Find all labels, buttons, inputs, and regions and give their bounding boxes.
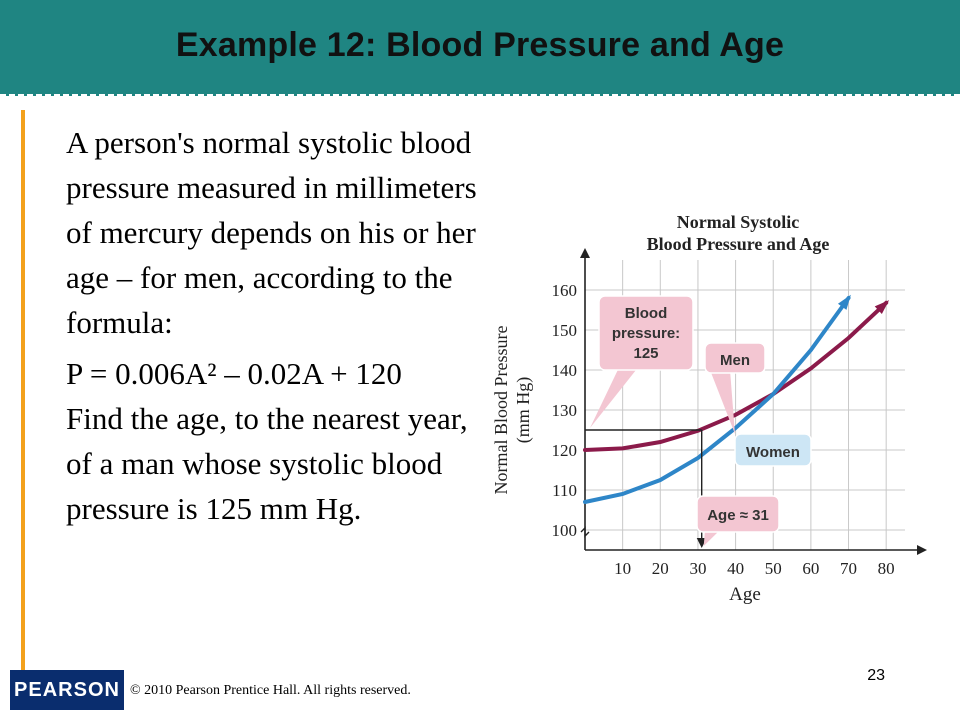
men-callout-box xyxy=(704,342,766,374)
header-divider xyxy=(0,94,960,97)
women-callout-box xyxy=(734,433,812,467)
y-tick-label: 150 xyxy=(552,321,578,340)
axis-break xyxy=(580,526,590,538)
x-tick-label: 10 xyxy=(614,559,631,578)
age-callout-label: Age ≈ 31 xyxy=(707,507,769,524)
x-tick-label: 30 xyxy=(689,559,706,578)
y-tick-label: 120 xyxy=(552,441,578,460)
series-arrow-women xyxy=(837,294,851,310)
question-paragraph: Find the age, to the nearest year, of a … xyxy=(66,401,468,526)
chart-title-line: Normal Systolic xyxy=(677,212,799,232)
bp-callout-value: 125 xyxy=(633,345,658,362)
bp-callout-pointer xyxy=(590,355,640,428)
x-tick-label: 40 xyxy=(727,559,744,578)
copyright: © 2010 Pearson Prentice Hall. All rights… xyxy=(130,683,411,698)
y-tick-label: 130 xyxy=(552,401,578,420)
x-tick-label: 70 xyxy=(840,559,857,578)
page-number: 23 xyxy=(867,667,885,684)
men-callout-label: Men xyxy=(720,352,750,369)
bp-chart: Normal Systolic Blood Pressure and Age 10 2… xyxy=(480,200,940,620)
y-axis-arrow xyxy=(580,248,590,258)
bp-callout-line2: pressure: xyxy=(612,325,680,342)
series-line-men xyxy=(583,300,889,452)
y-axis-label-line: (mm Hg) xyxy=(513,377,534,444)
age-callout-box xyxy=(696,495,780,533)
intro-paragraph: A person's normal systolic blood pressur… xyxy=(66,125,477,340)
header-bar xyxy=(0,0,960,96)
y-tick-label: 140 xyxy=(552,361,578,380)
accent-rule xyxy=(21,110,25,670)
slide-body: A person's normal systolic blood pressur… xyxy=(66,120,486,531)
y-tick-label: 160 xyxy=(552,281,578,300)
x-axis-label: Age xyxy=(729,584,761,605)
x-axis-arrow xyxy=(917,545,927,555)
y-axis-label-line: Normal Blood Pressure xyxy=(491,326,511,495)
x-tick-label: 20 xyxy=(652,559,669,578)
pearson-logo: PEARSON xyxy=(10,670,124,710)
men-callout-pointer xyxy=(710,370,735,434)
women-callout-label: Women xyxy=(746,444,800,461)
chart-title-line: Blood Pressure and Age xyxy=(647,234,830,254)
formula: P = 0.006A² – 0.02A + 120 xyxy=(66,356,402,391)
x-tick-label: 50 xyxy=(765,559,782,578)
bp-callout-box xyxy=(598,295,694,371)
y-tick-label: 110 xyxy=(552,481,577,500)
x-tick-label: 60 xyxy=(802,559,819,578)
series-arrow-men xyxy=(874,300,890,314)
y-tick-label: 100 xyxy=(552,521,578,540)
x-tick-label: 80 xyxy=(878,559,895,578)
slide-title: Example 12: Blood Pressure and Age xyxy=(175,26,785,64)
bp-callout-line1: Blood xyxy=(625,305,668,322)
series-line-women xyxy=(583,296,851,504)
